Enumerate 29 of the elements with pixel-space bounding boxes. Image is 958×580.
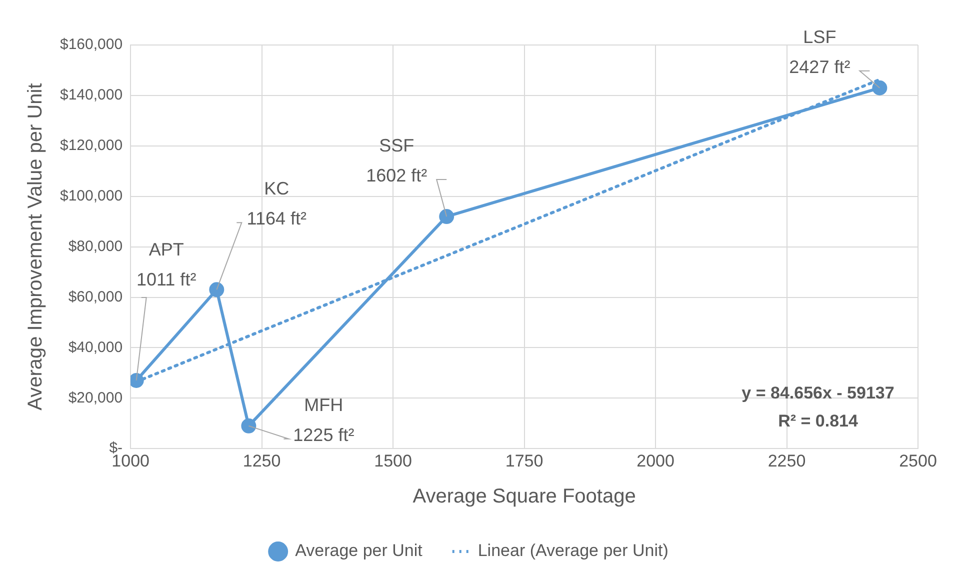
y-tick-label: $80,000 <box>68 238 123 255</box>
x-tick-label: 2000 <box>636 451 674 470</box>
annotation: SSF 1602 ft² <box>366 136 428 186</box>
annotation: LSF 2427 ft² <box>789 26 850 77</box>
point <box>241 418 256 434</box>
y-tick-label: $120,000 <box>60 137 123 154</box>
annotation: R² = 0.814 <box>778 411 858 430</box>
point <box>439 209 454 224</box>
legend-label: Linear (Average per Unit) <box>478 541 668 560</box>
x-tick-label: 1750 <box>505 451 544 470</box>
annotation: y = 84.656x - 59137 <box>742 383 894 402</box>
point <box>872 80 888 96</box>
y-tick-label: $60,000 <box>68 288 123 306</box>
x-axis-title: Average Square Footage <box>412 486 636 508</box>
y-tick-label: $20,000 <box>68 389 123 406</box>
x-tick-label: 1500 <box>374 451 412 470</box>
x-tick-label: 2500 <box>899 451 937 470</box>
y-tick-label: $140,000 <box>60 86 123 104</box>
y-tick-label: $100,000 <box>60 187 123 204</box>
x-tick-label: 1250 <box>242 451 281 470</box>
x-tick-label: 2250 <box>768 451 806 470</box>
y-axis-title: Average Improvement Value per Unit <box>24 82 47 410</box>
annotation: APT 1011 ft² <box>136 239 196 290</box>
y-tick-label: $40,000 <box>68 338 123 356</box>
legend-label: Average per Unit <box>295 541 423 560</box>
annotation: KC 1164 ft² <box>246 178 307 229</box>
point <box>209 282 224 298</box>
annotation: MFH 1225 ft² <box>293 394 354 445</box>
y-tick-label: $160,000 <box>60 36 123 54</box>
